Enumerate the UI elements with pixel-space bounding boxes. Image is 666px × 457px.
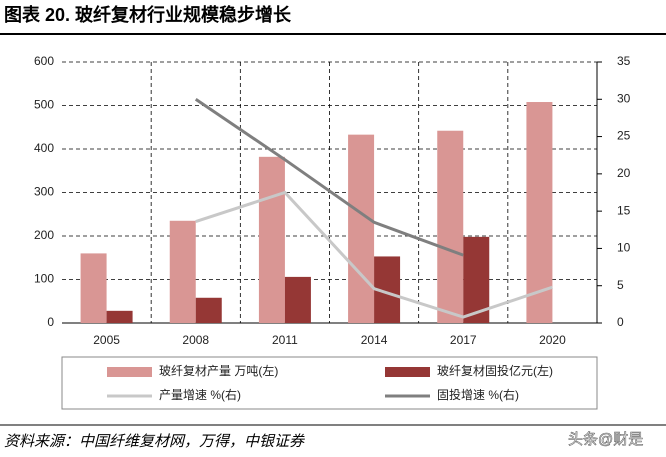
legend-swatch — [107, 367, 152, 377]
bar — [284, 276, 311, 323]
bar — [437, 130, 464, 323]
y-tick-label: 200 — [34, 228, 54, 242]
watermark: 头条@财是 — [568, 431, 643, 448]
legend-label: 固投增速 %(右) — [437, 387, 519, 402]
legend-label: 玻纤复材固投亿元(左) — [437, 363, 553, 378]
x-tick-label: 2020 — [539, 333, 566, 347]
x-tick-label: 2014 — [361, 333, 388, 347]
y2-tick-label: 20 — [617, 166, 631, 180]
y-tick-label: 100 — [34, 272, 54, 286]
bar — [106, 310, 133, 323]
bar — [80, 253, 107, 323]
bar — [195, 297, 222, 323]
bar — [526, 102, 553, 324]
bar — [348, 134, 375, 323]
bar — [258, 156, 285, 323]
y-tick-label: 400 — [34, 141, 54, 155]
y2-tick-label: 35 — [617, 54, 631, 68]
legend-label: 产量增速 %(右) — [159, 387, 241, 402]
y2-tick-label: 5 — [617, 278, 624, 292]
x-tick-label: 2008 — [182, 333, 209, 347]
x-tick-label: 2011 — [272, 333, 298, 347]
y2-tick-label: 25 — [617, 129, 631, 143]
y2-tick-label: 30 — [617, 91, 631, 105]
y2-tick-label: 10 — [617, 241, 631, 255]
line — [194, 98, 464, 257]
y-tick-label: 300 — [34, 185, 54, 199]
x-tick-label: 2005 — [93, 333, 120, 347]
legend-swatch — [385, 367, 430, 377]
y-tick-label: 500 — [34, 98, 54, 112]
y-tick-label: 600 — [34, 54, 54, 68]
chart-title: 图表 20. 玻纤复材行业规模稳步增长 — [4, 4, 292, 25]
line — [195, 190, 553, 319]
y2-tick-label: 0 — [617, 315, 624, 329]
y2-tick-label: 15 — [617, 203, 631, 217]
legend-label: 玻纤复材产量 万吨(左) — [159, 363, 278, 378]
source: 资料来源：中国纤维复材网，万得，中银证券 — [4, 433, 305, 450]
x-tick-label: 2017 — [450, 333, 477, 347]
legend-box — [61, 356, 598, 410]
bar — [169, 220, 196, 323]
y-tick-label: 0 — [47, 315, 54, 329]
